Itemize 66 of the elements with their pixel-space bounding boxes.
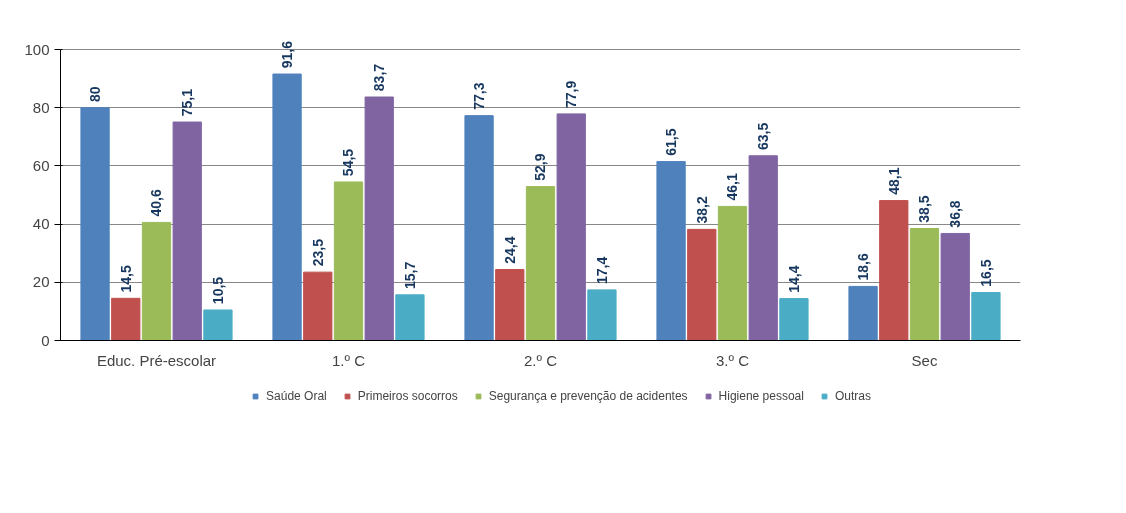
data-label: 15,7	[401, 261, 418, 290]
bar	[80, 107, 110, 341]
data-label: 77,3	[471, 82, 488, 110]
x-tick-label: 1.º C	[332, 351, 366, 369]
bar	[940, 232, 970, 341]
bar	[395, 294, 425, 341]
y-tick-label: 100	[24, 40, 50, 58]
legend-label: Primeiros socorros	[357, 389, 458, 403]
y-tick-label: 80	[32, 98, 50, 116]
bar	[172, 121, 202, 341]
bar	[656, 161, 686, 341]
data-label: 75,1	[179, 88, 196, 117]
data-label: 23,5	[309, 238, 326, 267]
data-label: 38,2	[693, 196, 710, 224]
bar	[971, 292, 1001, 341]
legend-label: Saúde Oral	[266, 389, 327, 403]
legend-label: Outras	[834, 389, 871, 403]
bar	[848, 285, 878, 341]
x-tick-label: Educ. Pré-escolar	[96, 351, 217, 369]
data-label: 38,5	[916, 195, 933, 223]
data-label: 16,5	[977, 259, 994, 287]
legend-label: Higiene pessoal	[718, 389, 804, 403]
data-label: 83,7	[371, 63, 388, 92]
data-label: 14,5	[117, 265, 134, 293]
x-tick-label: 3.º C	[716, 351, 750, 369]
data-label: 18,6	[855, 253, 872, 281]
data-label: 10,5	[209, 276, 226, 305]
bar	[141, 221, 172, 341]
x-tick-label: 2.º C	[524, 351, 558, 369]
bar	[364, 96, 394, 341]
bar	[495, 269, 525, 341]
bar	[717, 205, 748, 341]
data-label: 48,1	[885, 167, 902, 195]
bar	[333, 181, 364, 341]
data-label: 91,6	[279, 40, 296, 69]
data-label: 40,6	[148, 189, 165, 217]
bar	[909, 228, 940, 341]
data-label: 61,5	[663, 128, 680, 156]
y-tick-label: 0	[41, 331, 50, 349]
data-label: 52,9	[532, 153, 549, 181]
y-tick-label: 20	[32, 273, 50, 291]
y-tick-label: 40	[32, 215, 50, 233]
data-label: 17,4	[593, 256, 610, 285]
bar	[779, 298, 809, 341]
x-tick-label: Sec	[911, 351, 938, 369]
bar	[525, 186, 556, 341]
data-label: 54,5	[340, 148, 357, 177]
data-label: 63,5	[755, 122, 772, 150]
bar	[272, 73, 302, 341]
data-label: 24,4	[501, 236, 518, 264]
bar	[748, 155, 778, 341]
data-label: 14,4	[785, 265, 802, 293]
data-label: 36,8	[947, 200, 964, 228]
bar	[111, 297, 141, 341]
data-label: 80	[87, 86, 104, 102]
bar	[203, 309, 233, 341]
legend-label: Segurança e prevenção de acidentes	[488, 389, 688, 403]
bar	[464, 115, 494, 341]
bar	[556, 113, 586, 341]
bar	[879, 200, 909, 341]
bar	[303, 271, 333, 341]
bar	[687, 228, 717, 341]
bar	[587, 289, 617, 341]
y-tick-label: 60	[32, 156, 50, 174]
data-label: 46,1	[724, 173, 741, 201]
data-label: 77,9	[563, 80, 580, 109]
